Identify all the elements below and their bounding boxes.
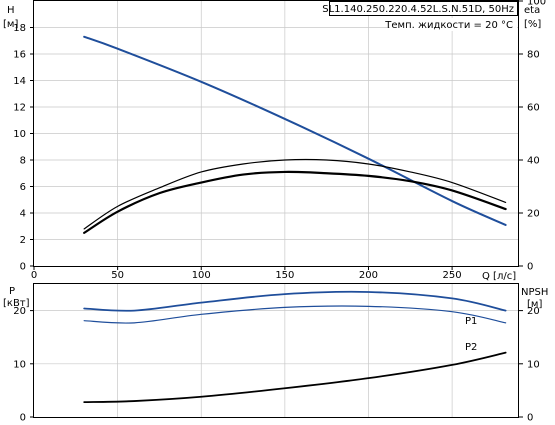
- power-npsh-right-tick-label-20: 20: [527, 306, 540, 317]
- head-efficiency-series-2-line: [83, 170, 507, 234]
- head-efficiency-left-tick-label-0: 0: [20, 262, 26, 273]
- head-efficiency-left-tick-label-6: 6: [20, 182, 26, 193]
- bottom-right-axis-unit: [м]: [527, 299, 542, 310]
- power-npsh-left-tick-label-20: 20: [13, 306, 26, 317]
- bottom-left-axis-title: P: [9, 286, 15, 297]
- series-label-p1: P1: [465, 316, 477, 327]
- head-efficiency-series-0-line: [83, 35, 507, 226]
- x-tick-label-0: 0: [31, 270, 37, 281]
- top-right-ticks: 0 20 40 60 80 100: [519, 0, 546, 273]
- power-npsh-right-tick-label-10: 10: [527, 359, 540, 370]
- top-right-axis-unit: [%]: [524, 19, 541, 30]
- x-tick-label-150: 150: [275, 270, 294, 281]
- power-npsh-left-tick-label-10: 10: [13, 359, 26, 370]
- head-efficiency-left-tick-label-16: 16: [13, 50, 26, 61]
- head-efficiency-left-tick-label-18: 18: [13, 23, 26, 34]
- power-npsh-chart: 0 10 20 0 10 20 P [кВт] NPSH [м] P1 P2: [3, 283, 548, 424]
- power-npsh-left-tick-label-0: 0: [20, 413, 26, 424]
- x-tick-label-200: 200: [359, 270, 378, 281]
- head-efficiency-right-tick-label-20: 20: [527, 209, 540, 220]
- bottom-left-axis-unit: [кВт]: [3, 298, 30, 309]
- head-efficiency-left-tick-label-4: 4: [20, 209, 26, 220]
- head-efficiency-left-tick-label-10: 10: [13, 129, 26, 140]
- head-efficiency-right-tick-label-80: 80: [527, 50, 540, 61]
- chart-title: SL1.140.250.220.4.52L.S.N.51D, 50Hz: [322, 4, 514, 15]
- top-left-axis-unit: [м]: [3, 19, 18, 30]
- power-npsh-series-2-line: [83, 351, 507, 403]
- subtitle-bg: [390, 18, 517, 31]
- top-right-axis-title: eta: [524, 5, 540, 16]
- head-efficiency-right-tick-label-60: 60: [527, 103, 540, 114]
- x-axis-title: Q [л/с]: [482, 271, 516, 282]
- x-tick-label-50: 50: [111, 270, 124, 281]
- top-series: [83, 35, 507, 234]
- bottom-right-ticks: 0 10 20: [519, 306, 540, 424]
- x-tick-label-100: 100: [192, 270, 211, 281]
- power-npsh-right-tick-label-0: 0: [527, 413, 533, 424]
- top-left-ticks: 0 2 4 6 8 10 12 14 16 18: [13, 23, 34, 273]
- head-efficiency-right-tick-label-0: 0: [527, 262, 533, 273]
- series-label-p2: P2: [465, 342, 477, 353]
- power-npsh-series-1-line: [83, 305, 507, 324]
- bottom-right-axis-title: NPSH: [521, 287, 548, 298]
- title-box: [329, 1, 518, 16]
- head-efficiency-right-tick-label-40: 40: [527, 156, 540, 167]
- top-left-axis-title: H: [7, 5, 15, 16]
- x-tick-label-250: 250: [443, 270, 462, 281]
- top-grid: [34, 1, 519, 266]
- head-efficiency-chart: 0 50 100 150 200 250 0 2 4 6 8 10 12 14 16 18 0 20 40 60 8…: [3, 0, 546, 282]
- head-efficiency-left-tick-label-8: 8: [20, 156, 26, 167]
- chart-subtitle: Темп. жидкости = 20 °C: [384, 20, 513, 31]
- power-npsh-series-0-line: [83, 290, 507, 312]
- bottom-grid: [34, 284, 519, 417]
- top-x-ticks: 0 50 100 150 200 250: [31, 266, 462, 281]
- head-efficiency-left-tick-label-14: 14: [13, 76, 26, 87]
- bottom-plot-frame: [33, 283, 519, 418]
- head-efficiency-right-tick-label-100: 100: [527, 0, 546, 8]
- head-efficiency-left-tick-label-2: 2: [20, 235, 26, 246]
- bottom-series: [83, 290, 507, 403]
- head-efficiency-series-1-line: [83, 158, 507, 230]
- bottom-left-ticks: 0 10 20: [13, 306, 34, 424]
- head-efficiency-left-tick-label-12: 12: [13, 103, 26, 114]
